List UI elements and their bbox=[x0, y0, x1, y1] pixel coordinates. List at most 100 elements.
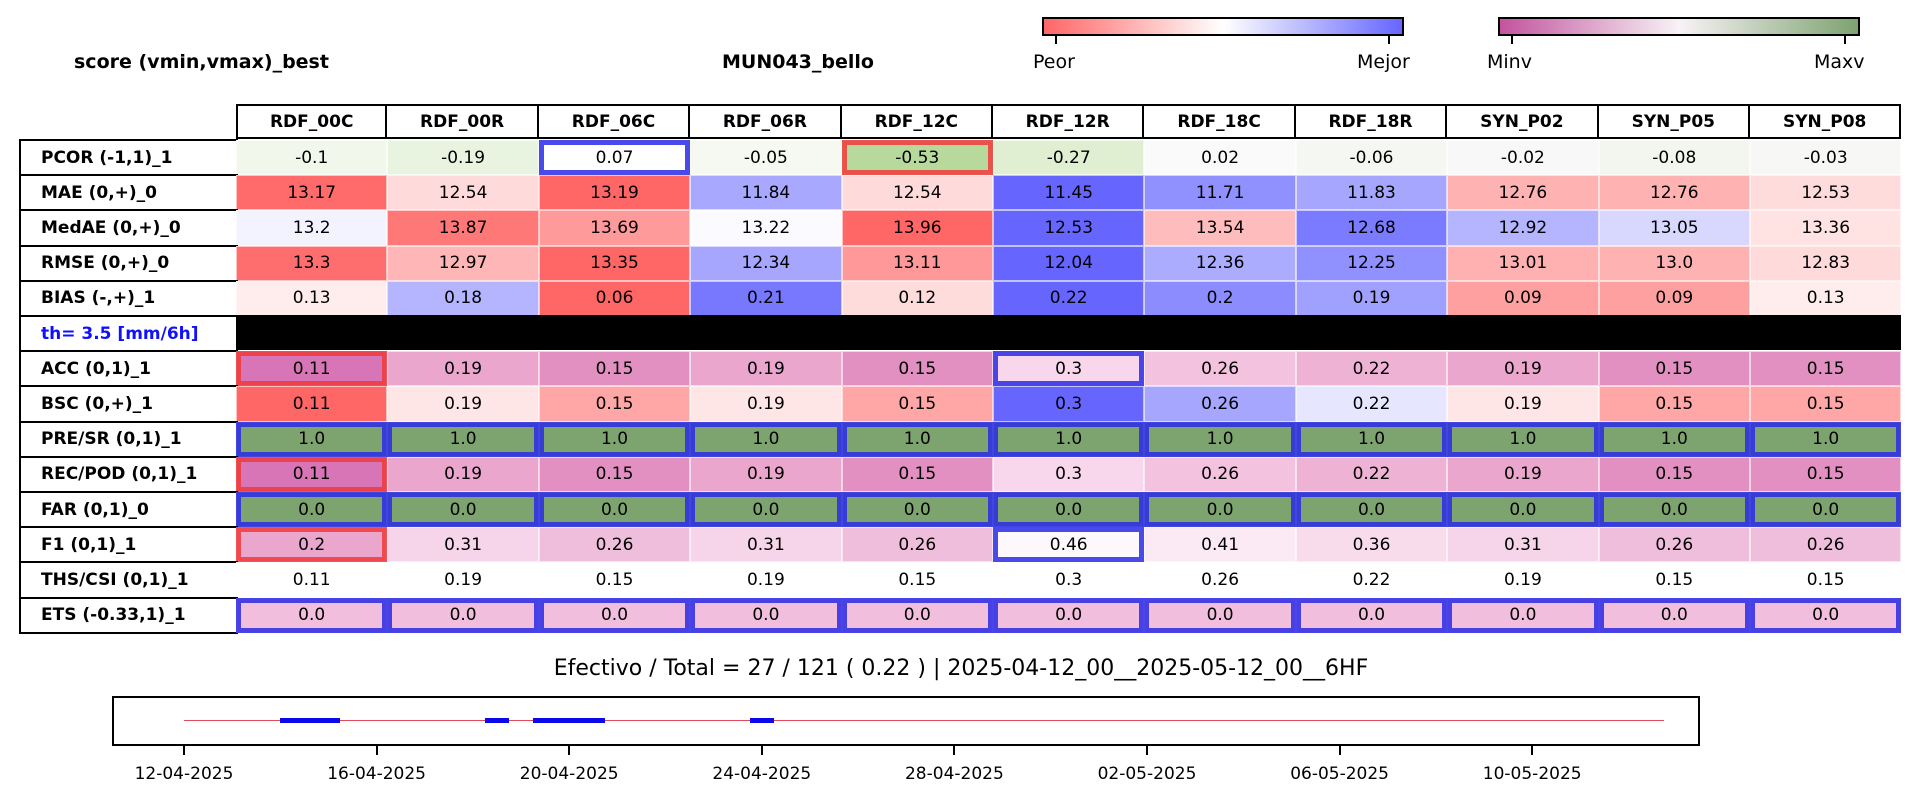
timeline-tick bbox=[1338, 746, 1341, 755]
table-cell: 13.19 bbox=[538, 175, 691, 211]
table-cell: 1.0 bbox=[538, 421, 691, 457]
table-cell: 1.0 bbox=[1144, 421, 1296, 457]
row-label: MedAE (0,+)_0 bbox=[19, 209, 238, 247]
table-cell: 0.19 bbox=[1447, 562, 1599, 598]
column-header: RDF_00R bbox=[385, 104, 539, 139]
colorbar-right-label: Mejor bbox=[1357, 51, 1410, 73]
table-cell: 11.83 bbox=[1295, 175, 1448, 211]
table-cell: 0.31 bbox=[387, 527, 539, 563]
colorbar-tick bbox=[1511, 36, 1513, 44]
center-title: MUN043_bello bbox=[722, 51, 874, 73]
table-cell: 0.0 bbox=[690, 492, 842, 528]
table-cell: 13.2 bbox=[236, 210, 388, 246]
table-cell: 0.0 bbox=[236, 597, 388, 633]
table-cell: 0.26 bbox=[1598, 527, 1750, 563]
table-cell: 12.92 bbox=[1447, 210, 1599, 246]
table-cell: 0.19 bbox=[1447, 351, 1599, 387]
table-cell: 1.0 bbox=[1295, 421, 1448, 457]
table-cell: 0.3 bbox=[993, 456, 1145, 492]
table-cell: 0.22 bbox=[1295, 562, 1448, 598]
table-cell: 0.0 bbox=[538, 597, 691, 633]
table-cell: 0.0 bbox=[1447, 597, 1599, 633]
table-cell: 0.26 bbox=[841, 527, 993, 563]
table-cell: -0.05 bbox=[690, 140, 842, 176]
row-label: BSC (0,+)_1 bbox=[19, 385, 238, 423]
row-label: REC/POD (0,1)_1 bbox=[19, 455, 238, 493]
table-cell: 13.69 bbox=[538, 210, 691, 246]
timeline-tick bbox=[568, 746, 571, 755]
table-cell: 0.0 bbox=[1295, 492, 1448, 528]
table-cell: 13.36 bbox=[1750, 210, 1902, 246]
table-cell: 0.26 bbox=[538, 527, 691, 563]
table-cell: 0.0 bbox=[1750, 492, 1902, 528]
row-label: BIAS (-,+)_1 bbox=[19, 279, 238, 317]
column-header: SYN_P02 bbox=[1445, 104, 1599, 139]
table-cell: 0.19 bbox=[387, 456, 539, 492]
table-cell: 12.97 bbox=[387, 245, 539, 281]
table-cell: 1.0 bbox=[690, 421, 842, 457]
timeline-tick-label: 28-04-2025 bbox=[904, 764, 1004, 784]
column-header: SYN_P05 bbox=[1596, 104, 1750, 139]
table-cell: 0.0 bbox=[841, 597, 993, 633]
table-cell: 12.53 bbox=[993, 210, 1145, 246]
effective-segment bbox=[280, 718, 341, 723]
table-cell: 0.26 bbox=[1144, 351, 1296, 387]
row-label: ACC (0,1)_1 bbox=[19, 350, 238, 388]
table-cell: 1.0 bbox=[993, 421, 1145, 457]
table-cell: 0.19 bbox=[387, 351, 539, 387]
table-cell: 12.53 bbox=[1750, 175, 1902, 211]
row-label: ETS (-0.33,1)_1 bbox=[19, 596, 238, 634]
table-cell: 11.71 bbox=[1144, 175, 1296, 211]
table-cell: 0.11 bbox=[236, 562, 388, 598]
table-cell: 0.15 bbox=[1598, 456, 1750, 492]
timeline-tick bbox=[1146, 746, 1148, 755]
table-cell: 0.11 bbox=[236, 456, 388, 492]
table-cell: 0.22 bbox=[1295, 456, 1448, 492]
threshold-band bbox=[236, 315, 1902, 351]
column-header: SYN_P08 bbox=[1748, 104, 1902, 139]
table-cell: 0.3 bbox=[993, 386, 1145, 422]
timeline-tick bbox=[183, 746, 185, 755]
table-cell: 0.0 bbox=[1598, 492, 1750, 528]
table-cell: 0.2 bbox=[1144, 280, 1296, 316]
table-cell: 13.54 bbox=[1144, 210, 1296, 246]
table-cell: 13.87 bbox=[387, 210, 539, 246]
table-cell: 12.83 bbox=[1750, 245, 1902, 281]
table-cell: 0.0 bbox=[538, 492, 691, 528]
table-cell: -0.27 bbox=[993, 140, 1145, 176]
table-cell: -0.1 bbox=[236, 140, 388, 176]
effective-segment bbox=[484, 718, 509, 723]
table-cell: 0.0 bbox=[1598, 597, 1750, 633]
table-cell: 0.15 bbox=[1750, 351, 1902, 387]
column-header: RDF_06C bbox=[536, 104, 691, 139]
table-cell: 0.15 bbox=[538, 351, 691, 387]
row-label: F1 (0,1)_1 bbox=[19, 526, 238, 564]
column-header: RDF_12C bbox=[839, 104, 993, 139]
column-header: RDF_06R bbox=[688, 104, 842, 139]
table-cell: 0.15 bbox=[1750, 456, 1902, 492]
table-cell: -0.19 bbox=[387, 140, 539, 176]
table-cell: 0.0 bbox=[1144, 492, 1296, 528]
table-cell: 11.84 bbox=[690, 175, 842, 211]
colorbar-tick bbox=[1055, 36, 1057, 44]
table-cell: 1.0 bbox=[387, 421, 539, 457]
table-cell: 13.17 bbox=[236, 175, 388, 211]
table-cell: 0.0 bbox=[387, 492, 539, 528]
table-cell: 0.22 bbox=[1295, 386, 1448, 422]
table-cell: 0.0 bbox=[387, 597, 539, 633]
table-cell: 0.21 bbox=[690, 280, 842, 316]
colorbar-left-label: Minv bbox=[1487, 51, 1532, 73]
table-cell: 0.19 bbox=[387, 386, 539, 422]
table-cell: 1.0 bbox=[236, 421, 388, 457]
table-cell: 12.76 bbox=[1598, 175, 1750, 211]
table-cell: -0.53 bbox=[841, 140, 993, 176]
table-cell: 0.09 bbox=[1447, 280, 1599, 316]
table-cell: 0.15 bbox=[841, 562, 993, 598]
table-cell: 0.26 bbox=[1750, 527, 1902, 563]
table-cell: 0.0 bbox=[1295, 597, 1448, 633]
table-cell: 0.3 bbox=[993, 351, 1145, 387]
table-cell: 0.12 bbox=[841, 280, 993, 316]
left-title: score (vmin,vmax)_best bbox=[74, 51, 329, 73]
table-cell: 0.15 bbox=[538, 386, 691, 422]
timeline-tick-label: 10-05-2025 bbox=[1482, 764, 1582, 784]
